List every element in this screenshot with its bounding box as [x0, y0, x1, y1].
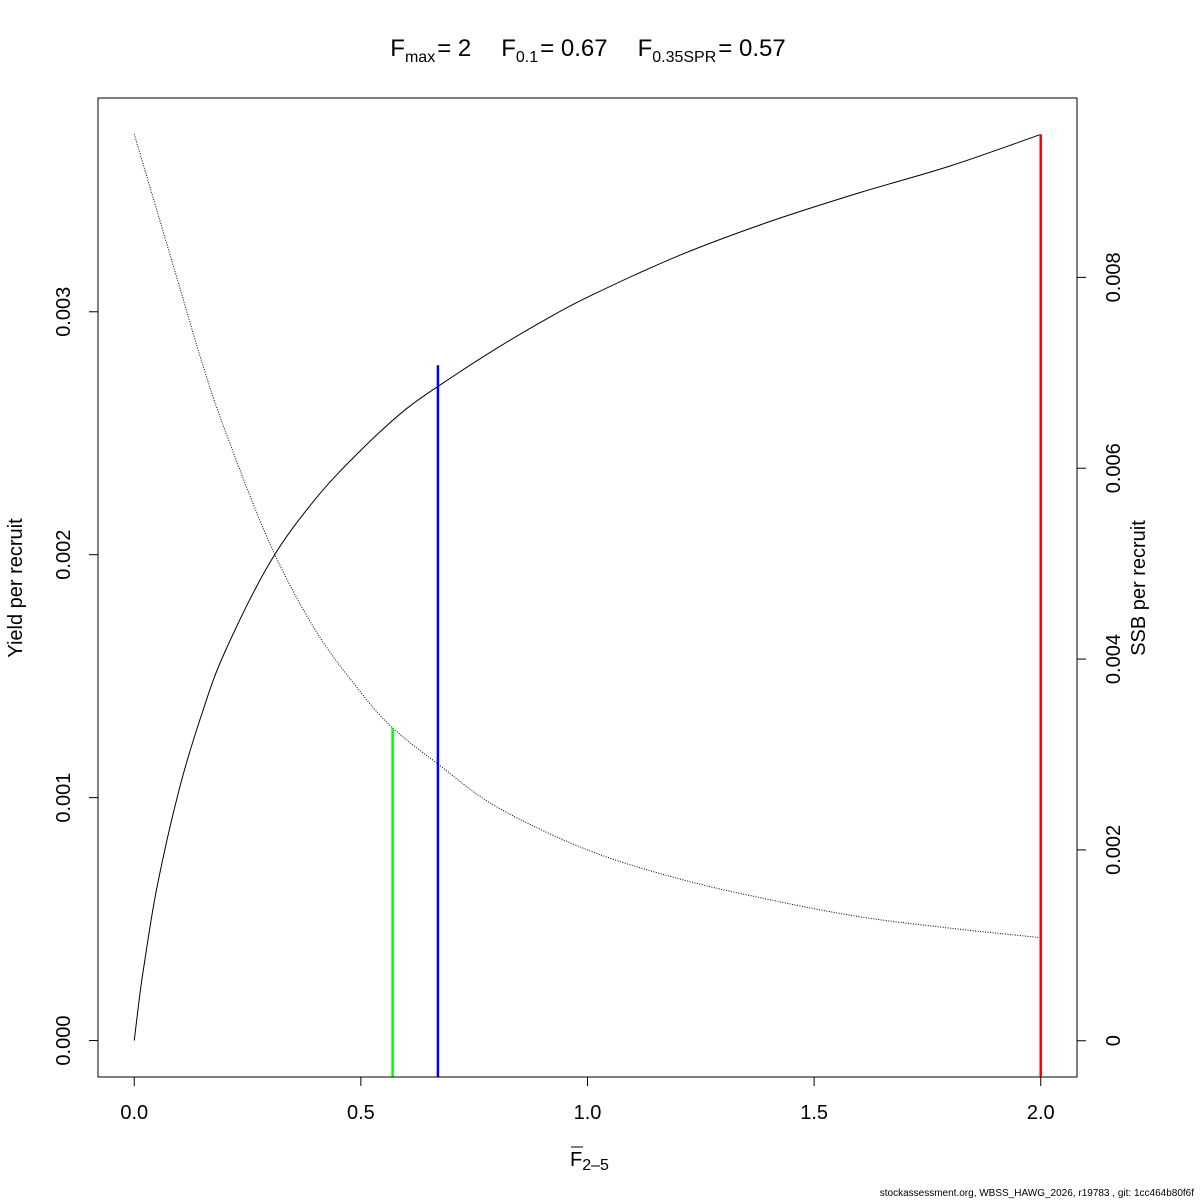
y-left-tick-label: 0.000: [53, 1016, 75, 1066]
x-tick-label: 1.5: [800, 1102, 828, 1124]
y-axis-right: 0 0.002 0.004 0.006 0.008: [1076, 252, 1125, 1046]
y-axis-left-title: Yield per recruit: [5, 518, 27, 658]
svg-text:F2–5: F2–5: [570, 1149, 609, 1174]
plot-frame: [97, 97, 1078, 1078]
yield-per-recruit-curve: [133, 133, 1041, 1041]
footer-note: stockassessment.org, WBSS_HAWG_2026, r19…: [880, 1188, 1194, 1199]
x-axis: 0.0 0.5 1.0 1.5 2.0: [120, 1076, 1055, 1124]
x-tick-label: 0.0: [120, 1102, 148, 1124]
chart-title: Fmax= 2 F0.1= 0.67 F0.35SPR= 0.57: [390, 35, 785, 66]
y-right-tick-label: 0.006: [1103, 443, 1125, 493]
x-tick-label: 0.5: [347, 1102, 375, 1124]
y-left-tick-label: 0.001: [53, 773, 75, 823]
ssb-per-recruit-curve: [133, 134, 1041, 939]
y-axis-right-title: SSB per recruit: [1128, 520, 1150, 656]
y-right-tick-label: 0.008: [1103, 252, 1125, 302]
reference-lines: [391, 134, 1042, 1077]
y-right-tick-label: 0.004: [1103, 634, 1125, 684]
x-axis-title: F2–5: [570, 1146, 609, 1174]
y-left-tick-label: 0.003: [53, 287, 75, 337]
series-layer: [133, 133, 1041, 1041]
x-tick-label: 2.0: [1027, 1102, 1055, 1124]
y-left-tick-label: 0.002: [53, 530, 75, 580]
y-right-tick-label: 0: [1103, 1035, 1125, 1046]
x-tick-label: 1.0: [574, 1102, 602, 1124]
y-right-tick-label: 0.002: [1103, 825, 1125, 875]
y-axis-left: 0.000 0.001 0.002 0.003: [53, 287, 99, 1066]
x-axis-title-sub: 2–5: [582, 1157, 609, 1174]
x-axis-title-base: F: [570, 1149, 582, 1171]
